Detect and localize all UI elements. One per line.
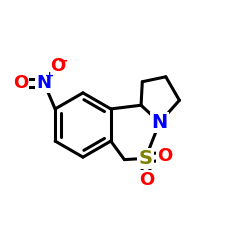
- Text: O: O: [158, 147, 173, 165]
- Text: N: N: [152, 113, 168, 132]
- Text: N: N: [36, 74, 52, 92]
- Text: O: O: [50, 57, 65, 75]
- Text: S: S: [138, 149, 152, 168]
- Text: −: −: [58, 54, 68, 67]
- Text: +: +: [45, 71, 54, 81]
- Text: O: O: [13, 74, 28, 92]
- Text: O: O: [139, 171, 154, 189]
